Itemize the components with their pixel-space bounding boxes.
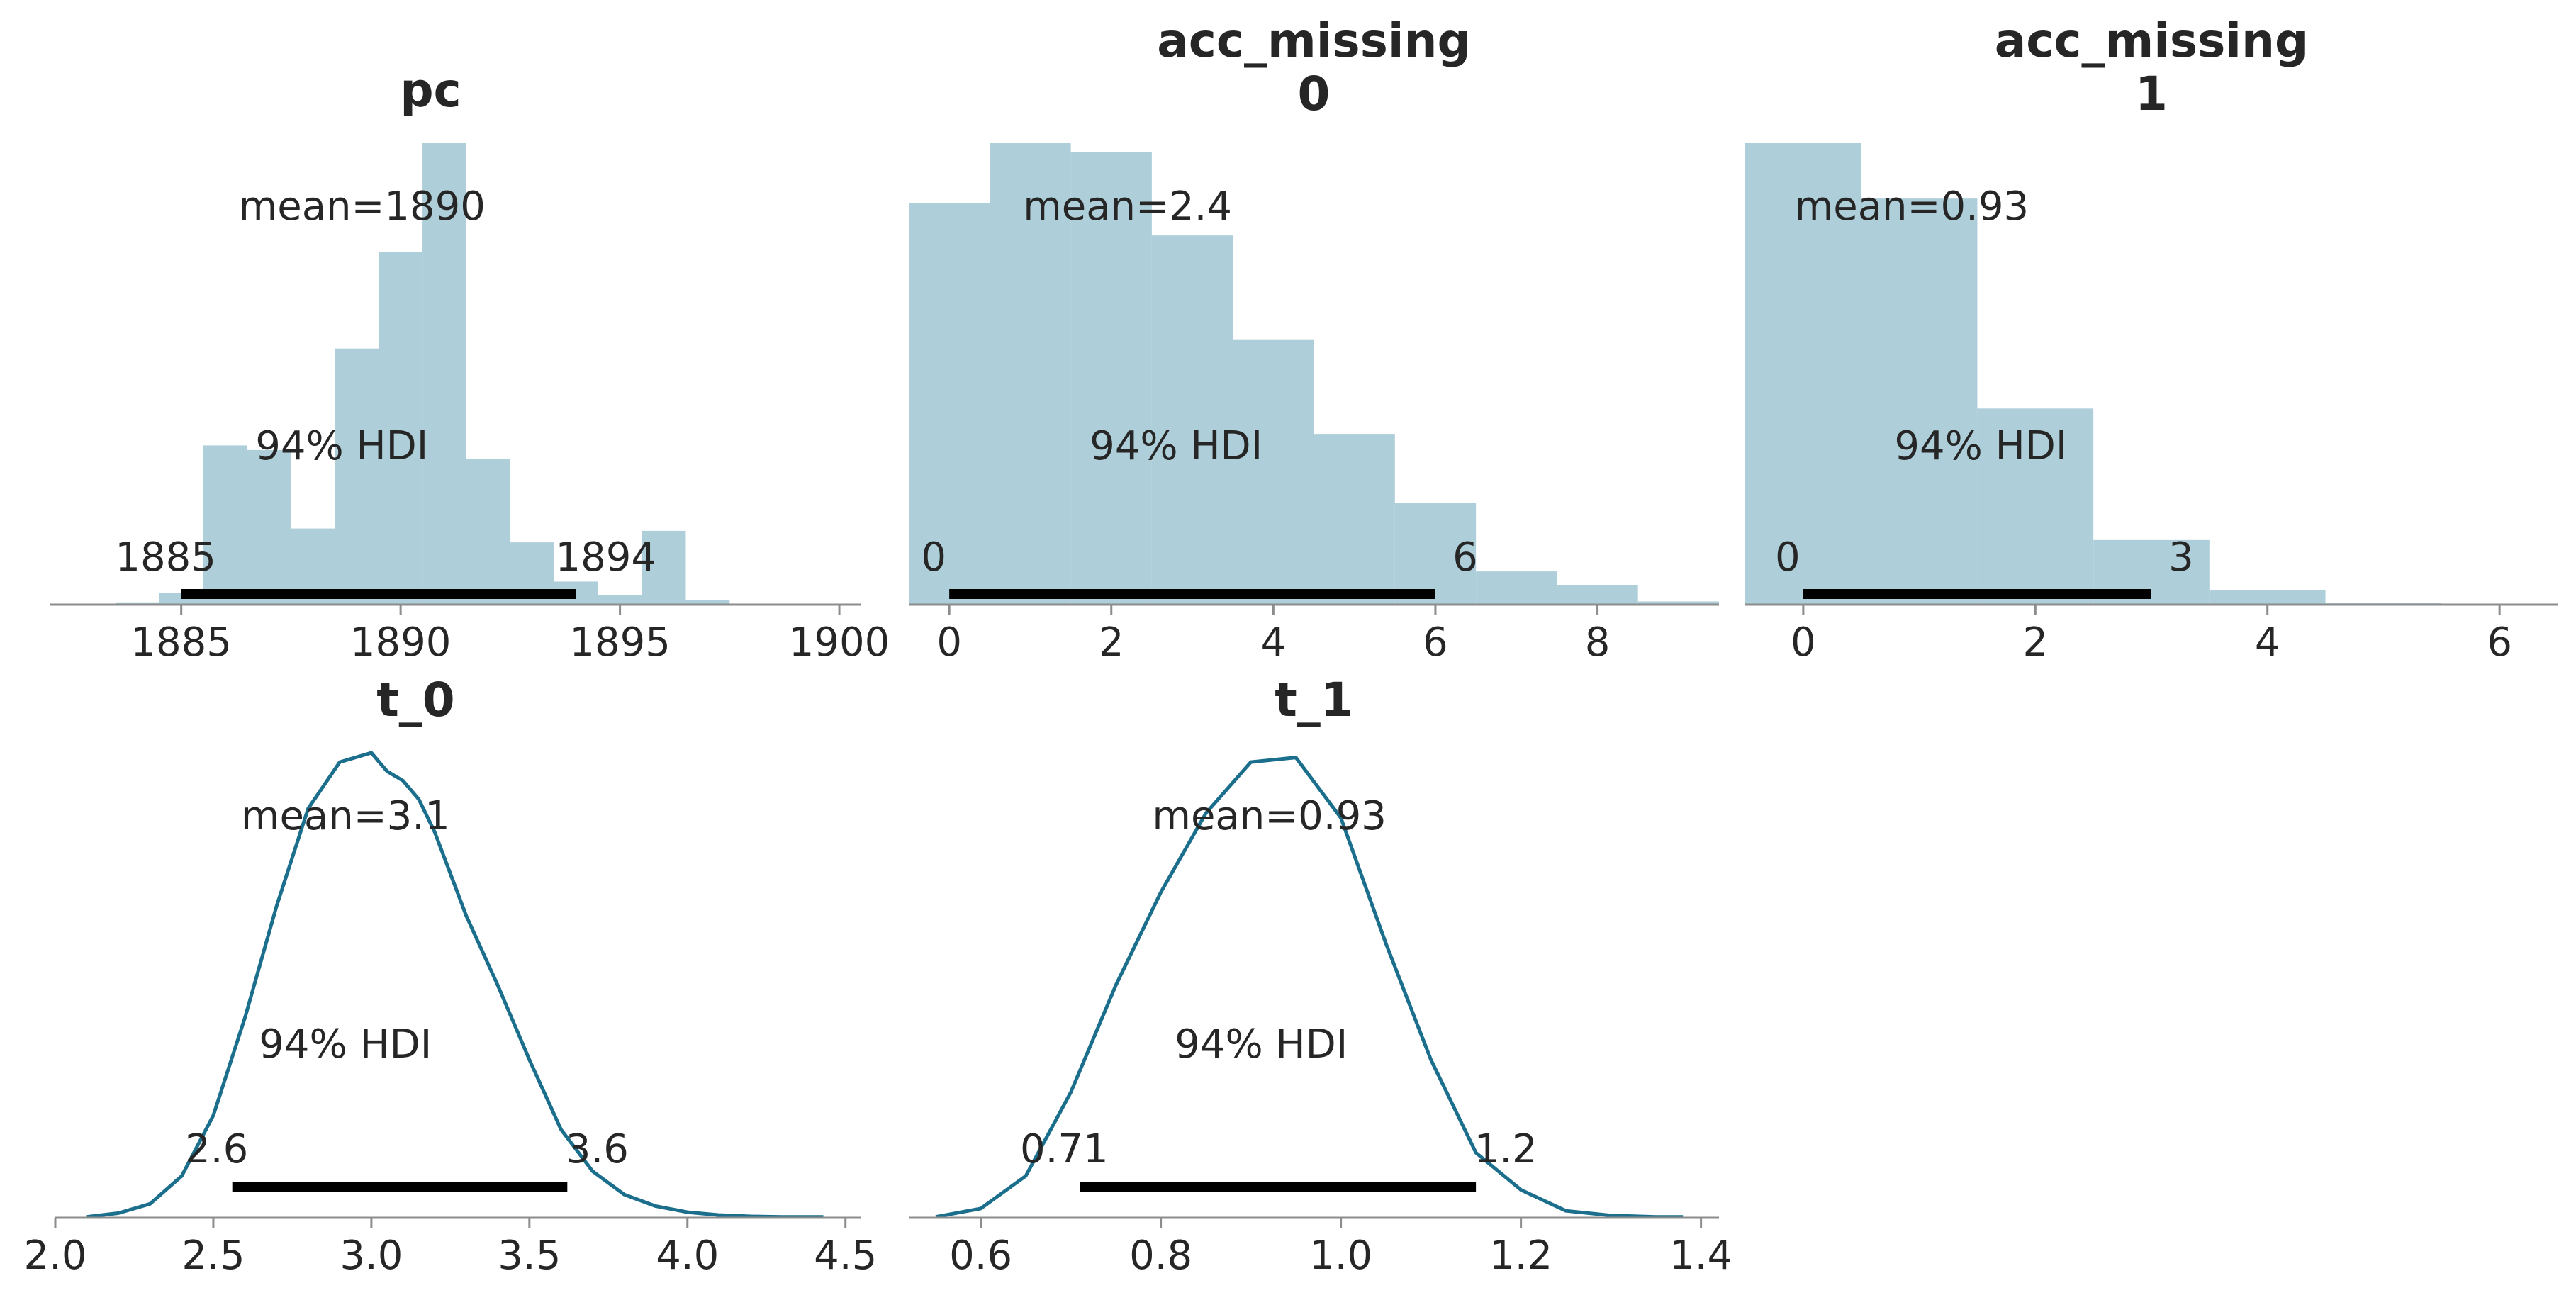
histogram-bar	[1745, 143, 1861, 605]
x-tick-label: 3.0	[340, 1233, 403, 1279]
mean-annotation: mean=1890	[239, 184, 486, 230]
histogram-bar	[1637, 601, 1719, 605]
histogram-bar	[115, 602, 159, 605]
histogram-bar	[642, 530, 686, 605]
histogram-bar	[1394, 503, 1477, 605]
x-tick-label: 6	[1423, 620, 1448, 666]
histogram-bar	[1977, 408, 2094, 605]
panel-title: t_0	[376, 673, 454, 727]
panel-title: 0	[1298, 67, 1331, 121]
x-tick-label: 1.2	[1489, 1233, 1552, 1279]
hdi-annotation: 94% HDI	[259, 1021, 432, 1068]
x-tick-label: 2	[2022, 620, 2048, 666]
panel-t_0-3: t_0 2.0 2.5 3.0 3.5 4.0 4.5 mean=3.1 94% HDI 2.6 3…	[23, 673, 877, 1279]
panel-title: acc_missing	[1157, 13, 1471, 68]
panel-title: t_1	[1275, 673, 1353, 727]
hdi-lower-label: 0.71	[1020, 1126, 1109, 1172]
panel-t_1-4: t_1 0.6 0.8 1.0 1.2 1.4 mean=0.93 94% HDI 0.71 1.…	[909, 673, 1732, 1279]
x-tick-label: 1.0	[1309, 1233, 1372, 1279]
histogram-bar	[2209, 590, 2326, 605]
hdi-lower-label: 0	[921, 534, 946, 581]
hdi-lower-label: 2.6	[185, 1126, 248, 1172]
x-tick-label: 6	[2487, 620, 2512, 666]
x-tick-label: 1885	[130, 620, 232, 666]
histogram-bar	[909, 203, 990, 605]
hdi-upper-label: 6	[1452, 534, 1478, 581]
hdi-annotation: 94% HDI	[1090, 423, 1262, 469]
x-tick-label: 1895	[569, 620, 671, 666]
x-tick-label: 1890	[350, 620, 452, 666]
panel-title: 1	[2135, 67, 2168, 121]
hdi-annotation: 94% HDI	[255, 423, 428, 469]
histogram-bar	[203, 445, 247, 605]
x-tick-label: 0.8	[1129, 1233, 1192, 1279]
histogram-bar	[379, 251, 423, 605]
histogram-bar	[1861, 198, 1978, 605]
histogram-bar	[335, 348, 379, 605]
x-tick-label: 0	[1791, 620, 1816, 666]
hdi-upper-label: 1894	[555, 534, 656, 581]
x-tick-label: 4.5	[814, 1233, 877, 1279]
hdi-lower-label: 1885	[115, 534, 216, 581]
x-tick-label: 2	[1099, 620, 1124, 666]
hdi-annotation: 94% HDI	[1175, 1021, 1348, 1068]
histogram-bar	[685, 600, 730, 605]
histogram-bar	[1151, 235, 1233, 605]
panel-pc-0: pc 1885 1890 1895 1900 mean=1890 94% HDI 1885 18…	[50, 63, 890, 666]
mean-annotation: mean=0.93	[1795, 184, 2029, 230]
mean-annotation: mean=3.1	[241, 793, 450, 839]
x-tick-label: 4.0	[656, 1233, 719, 1279]
histogram-bar	[1476, 571, 1557, 605]
x-tick-label: 2.0	[23, 1233, 86, 1279]
hdi-lower-label: 0	[1775, 534, 1801, 581]
x-tick-label: 4	[1261, 620, 1287, 666]
x-tick-label: 4	[2255, 620, 2280, 666]
hdi-upper-label: 3.6	[566, 1126, 629, 1172]
histogram-bar	[1233, 339, 1314, 605]
histogram-bar	[247, 449, 291, 605]
panel-title: pc	[400, 63, 461, 118]
kde-curve	[935, 756, 1684, 1219]
histogram-bar	[422, 143, 466, 605]
histogram-bar	[990, 143, 1071, 605]
mean-annotation: mean=0.93	[1152, 793, 1386, 839]
hdi-annotation: 94% HDI	[1894, 423, 2067, 469]
histogram-bar	[1070, 152, 1152, 605]
x-tick-label: 1900	[789, 620, 890, 666]
x-tick-label: 3.5	[498, 1233, 561, 1279]
x-tick-label: 0	[936, 620, 962, 666]
histogram-bar	[598, 595, 642, 605]
mean-annotation: mean=2.4	[1023, 184, 1232, 230]
hdi-upper-label: 3	[2168, 534, 2194, 581]
histogram-bar	[1314, 434, 1395, 605]
histogram-bar	[1557, 585, 1638, 605]
x-tick-label: 2.5	[181, 1233, 245, 1279]
histogram-bar	[466, 459, 510, 605]
x-tick-label: 0.6	[949, 1233, 1012, 1279]
x-tick-label: 8	[1585, 620, 1611, 666]
kde-curve	[86, 751, 824, 1219]
panel-title: acc_missing	[1995, 13, 2309, 68]
hdi-upper-label: 1.2	[1474, 1126, 1538, 1172]
x-tick-label: 1.4	[1669, 1233, 1732, 1279]
